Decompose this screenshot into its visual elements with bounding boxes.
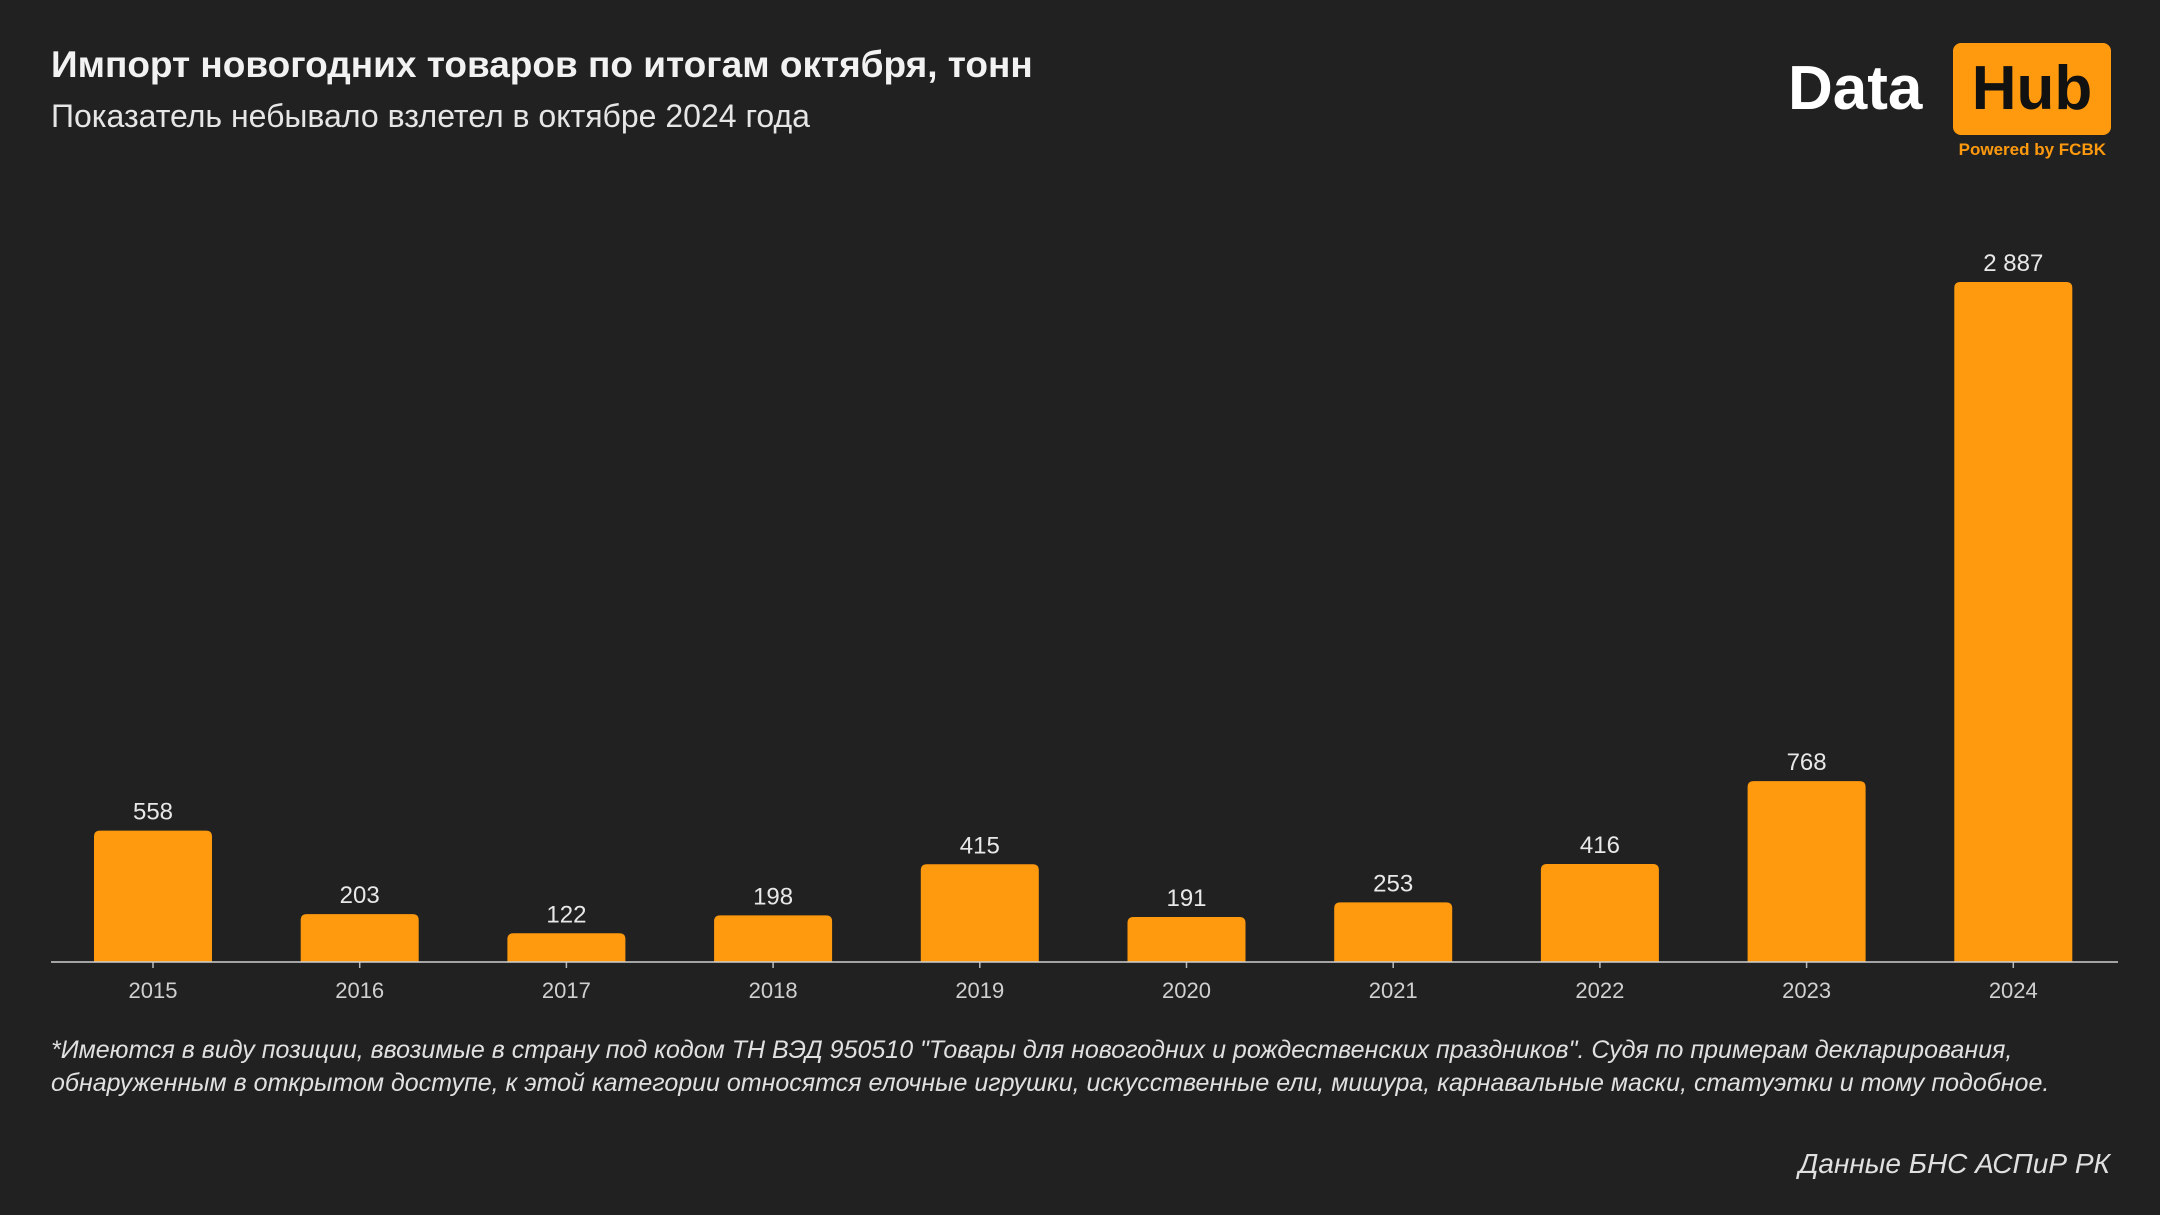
- logo-word-hub: Hub: [1971, 54, 2093, 123]
- data-label-2018: 198: [753, 883, 793, 910]
- datahub-logo: Data Hub Powered by FCBK: [1788, 43, 2112, 163]
- bar-2018: [714, 915, 833, 962]
- x-tick-label-2015: 2015: [129, 978, 178, 1000]
- x-tick-label-2023: 2023: [1782, 978, 1831, 1000]
- bar-2021: [1334, 902, 1453, 962]
- bar-2020: [1127, 917, 1246, 962]
- data-label-2023: 768: [1787, 749, 1827, 776]
- bar-2024: [1954, 282, 2073, 962]
- x-tick-label-2016: 2016: [335, 978, 384, 1000]
- chart-subtitle: Показатель небывало взлетел в октябре 20…: [51, 98, 810, 134]
- bar-2019: [920, 864, 1039, 962]
- logo-word-data: Data: [1788, 54, 1923, 123]
- x-tick-label-2022: 2022: [1575, 978, 1624, 1000]
- data-label-2016: 203: [340, 882, 380, 909]
- data-label-2020: 191: [1166, 885, 1206, 912]
- x-tick-label-2017: 2017: [542, 978, 591, 1000]
- data-label-2017: 122: [546, 901, 586, 928]
- chart-title: Импорт новогодних товаров по итогам октя…: [51, 44, 1033, 85]
- source-note: Данные БНС АСПиР РК: [1798, 1148, 2110, 1179]
- bar-2015: [94, 830, 212, 962]
- logo-tagline: Powered by FCBK: [1958, 140, 2106, 159]
- data-label-2022: 416: [1580, 832, 1620, 859]
- x-tick-label-2019: 2019: [955, 978, 1004, 1000]
- data-label-2019: 415: [960, 832, 1000, 859]
- footnote: *Имеются в виду позиции, ввозимые в стра…: [51, 1036, 2050, 1097]
- bar-chart: 558 2015 203 2016 122 2017 198 2018 415 2019 191 20…: [51, 250, 2118, 1000]
- bar-2017: [507, 933, 626, 962]
- bar-2022: [1540, 864, 1659, 962]
- x-tick-label-2024: 2024: [1989, 978, 2038, 1000]
- bar-2016: [300, 914, 419, 962]
- x-tick-label-2020: 2020: [1162, 978, 1211, 1000]
- bar-2023: [1747, 781, 1866, 962]
- logo-hub-box: Hub: [1953, 43, 2111, 135]
- data-label-2024: 2 887: [1983, 250, 2043, 277]
- data-label-2015: 558: [133, 799, 173, 826]
- x-tick-label-2021: 2021: [1369, 978, 1418, 1000]
- data-label-2021: 253: [1373, 870, 1413, 897]
- x-tick-label-2018: 2018: [749, 978, 798, 1000]
